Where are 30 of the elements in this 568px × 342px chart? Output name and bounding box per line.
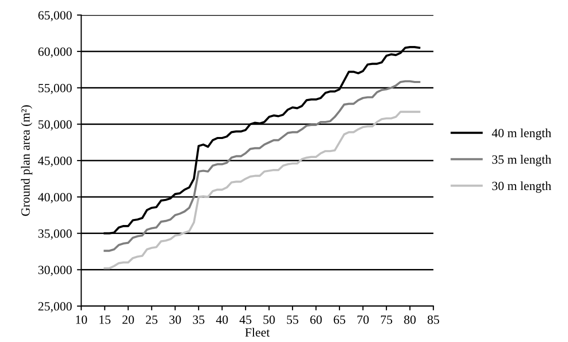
x-axis-title: Fleet: [245, 328, 270, 337]
x-tick-label: 15: [100, 316, 110, 324]
y-tick-label: 30,000: [38, 266, 72, 276]
legend-label: 30 m length: [492, 181, 552, 193]
y-tick-label: 25,000: [38, 302, 72, 312]
x-tick-label: 50: [264, 315, 275, 324]
x-tick-label: 35: [192, 316, 204, 324]
y-tick-label: 50,000: [38, 120, 72, 130]
x-tick-label: 85: [428, 315, 440, 324]
x-tick-label: 80: [404, 315, 416, 324]
x-tick-label: 30: [169, 315, 181, 324]
y-tick-label: 55,000: [38, 84, 72, 94]
y-tick-label: 40,000: [38, 192, 72, 204]
x-tick-label: 60: [310, 315, 322, 324]
y-tick-label: 65,000: [38, 11, 72, 22]
y-tick-label: 60,000: [38, 47, 72, 58]
x-tick-label: 65: [334, 316, 346, 324]
legend-label: 35 m length: [492, 154, 552, 166]
y-axis-title: Ground plan area (m²): [20, 105, 32, 216]
x-tick-label: 45: [240, 316, 252, 324]
x-tick-label: 10: [76, 315, 87, 324]
x-tick-label: 20: [122, 315, 134, 324]
x-tick-label: 75: [381, 316, 392, 324]
x-tick-label: 55: [286, 316, 298, 324]
x-tick-label: 40: [216, 315, 228, 324]
x-tick-label: 25: [146, 316, 158, 324]
y-tick-label: 45,000: [38, 156, 72, 167]
legend-label: 40 m length: [492, 128, 552, 140]
x-tick-label: 70: [358, 315, 369, 324]
y-tick-label: 35,000: [38, 229, 72, 240]
